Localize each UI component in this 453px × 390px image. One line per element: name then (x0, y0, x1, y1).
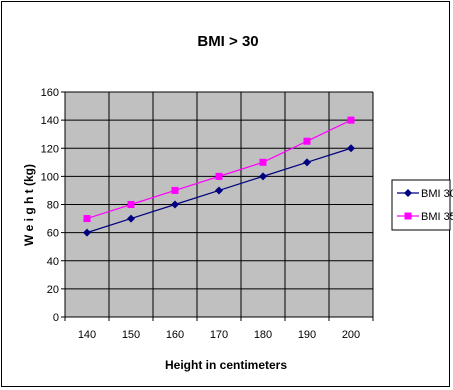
y-tick-label: 80 (47, 200, 59, 212)
data-point-bmi-35 (259, 158, 267, 166)
y-tick-label: 160 (41, 87, 59, 99)
data-point-bmi-35 (347, 116, 355, 124)
y-axis-ticks: 0 20 40 60 80 100 120 140 160 (41, 87, 65, 324)
x-tick-label: 150 (122, 329, 140, 341)
x-tick-label: 170 (210, 329, 228, 341)
x-tick-label: 200 (342, 329, 360, 341)
data-point-bmi-35 (83, 215, 91, 223)
data-point-bmi-35 (215, 172, 223, 180)
y-tick-label: 0 (53, 312, 59, 324)
legend: BMI 30 BMI 35 (391, 179, 453, 231)
x-tick-label: 190 (298, 329, 316, 341)
data-point-bmi-35 (171, 186, 179, 194)
data-point-bmi-30 (347, 144, 355, 153)
x-tick-label: 160 (166, 329, 184, 341)
legend-box (391, 179, 451, 231)
legend-label-bmi-30: BMI 30 (421, 188, 453, 200)
x-tick-label: 180 (254, 329, 272, 341)
data-point-bmi-30 (127, 214, 135, 223)
chart-title: BMI > 30 (197, 33, 258, 50)
y-tick-label: 40 (47, 256, 59, 268)
y-tick-label: 20 (47, 284, 59, 296)
x-tick-label: 140 (78, 329, 96, 341)
legend-marker-bmi-30 (404, 189, 412, 197)
x-axis-title: Height in centimeters (165, 358, 287, 372)
data-point-bmi-35 (127, 201, 135, 208)
gridlines (65, 91, 374, 317)
y-tick-label: 60 (47, 228, 59, 240)
data-point-bmi-30 (215, 186, 223, 195)
data-point-bmi-30 (303, 158, 311, 167)
series-bmi-35 (83, 116, 355, 223)
y-tick-label: 140 (41, 115, 59, 127)
data-point-bmi-30 (259, 172, 267, 181)
x-axis-ticks: 140 150 160 170 180 190 200 (64, 317, 374, 341)
series-layer (83, 116, 355, 237)
series-bmi-30 (83, 144, 355, 237)
y-tick-label: 100 (41, 171, 59, 183)
data-point-bmi-30 (171, 200, 179, 209)
y-tick-label: 120 (41, 143, 59, 155)
data-point-bmi-30 (83, 228, 91, 237)
y-axis-title: W e i g h t (kg) (22, 164, 36, 246)
legend-label-bmi-35: BMI 35 (421, 211, 453, 223)
data-point-bmi-35 (303, 137, 311, 145)
legend-marker-bmi-35 (404, 212, 412, 220)
